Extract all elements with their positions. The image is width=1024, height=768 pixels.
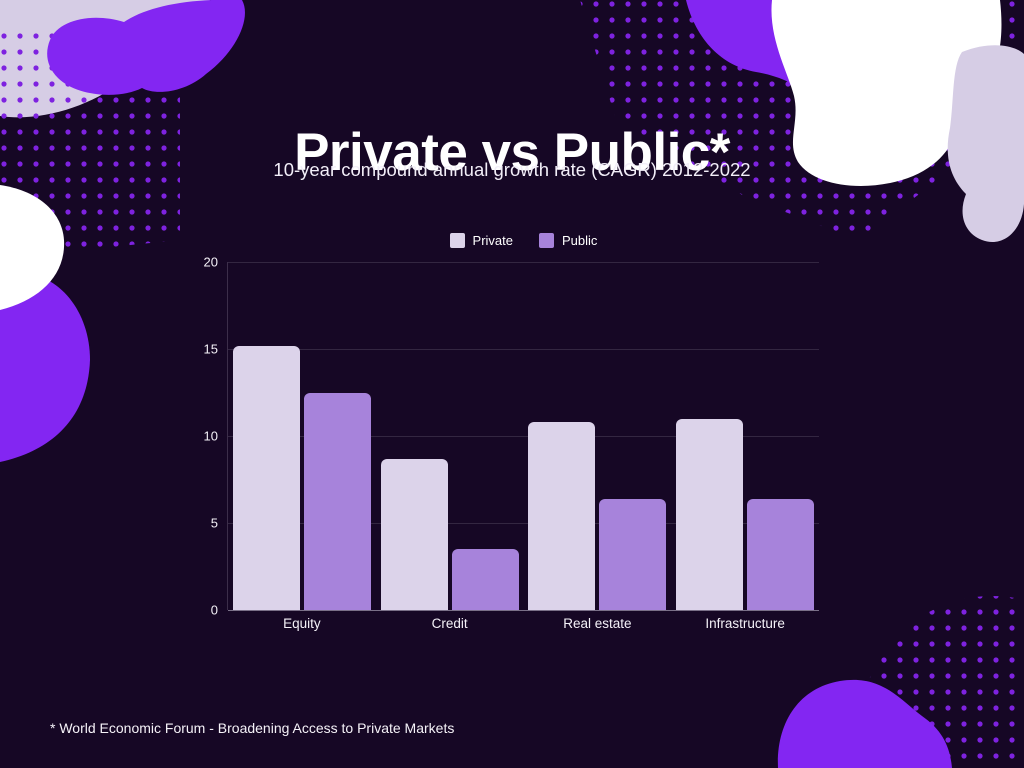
y-axis-labels: 0 5 10 15 20 bbox=[180, 256, 218, 617]
x-axis-labels: Equity Credit Real estate Infrastructure bbox=[228, 617, 819, 631]
x-label-credit: Credit bbox=[431, 616, 468, 631]
x-label-infrastructure: Infrastructure bbox=[705, 616, 785, 631]
bar-group-real-estate bbox=[524, 422, 672, 610]
legend-item-public: Public bbox=[539, 233, 597, 248]
y-tick-label: 20 bbox=[203, 254, 218, 270]
y-tick-label: 5 bbox=[210, 515, 218, 531]
chart-legend: Private Public bbox=[228, 233, 819, 248]
legend-label-private: Private bbox=[472, 233, 514, 248]
source-footnote: * World Economic Forum - Broadening Acce… bbox=[50, 720, 455, 736]
legend-swatch-private bbox=[449, 233, 465, 248]
bar-group-infrastructure bbox=[671, 418, 819, 610]
y-tick-label: 0 bbox=[210, 602, 218, 618]
x-label-real-estate: Real estate bbox=[563, 616, 632, 631]
decor-top-right bbox=[580, 0, 1024, 243]
bar-groups bbox=[228, 262, 819, 610]
decor-bottom-right bbox=[777, 596, 1024, 768]
bar-private-infrastructure bbox=[676, 418, 744, 610]
bar-public-equity bbox=[303, 392, 371, 610]
plot-area bbox=[227, 261, 819, 611]
legend-label-public: Public bbox=[562, 233, 598, 248]
y-tick-label: 15 bbox=[203, 341, 218, 357]
bar-private-equity bbox=[232, 345, 300, 610]
bar-public-infrastructure bbox=[747, 498, 815, 610]
gridline bbox=[228, 522, 819, 524]
legend-swatch-public bbox=[539, 233, 555, 248]
gridline bbox=[228, 261, 819, 263]
x-label-equity: Equity bbox=[283, 616, 321, 631]
bar-group-equity bbox=[228, 345, 376, 610]
page-title: Private vs Public* bbox=[294, 122, 730, 182]
bar-group-credit bbox=[376, 458, 524, 610]
legend-item-private: Private bbox=[449, 233, 514, 248]
bar-public-credit bbox=[451, 549, 519, 610]
bar-private-credit bbox=[380, 458, 448, 610]
gridline bbox=[228, 435, 819, 437]
y-tick-label: 10 bbox=[203, 428, 218, 444]
gridline bbox=[228, 348, 819, 350]
decor-top-left bbox=[0, 0, 245, 462]
bar-public-real-estate bbox=[599, 498, 667, 610]
page-subtitle: 10-year compound annual growth rate (CAG… bbox=[273, 159, 751, 180]
bar-private-real-estate bbox=[528, 422, 596, 610]
baseline bbox=[228, 609, 819, 611]
